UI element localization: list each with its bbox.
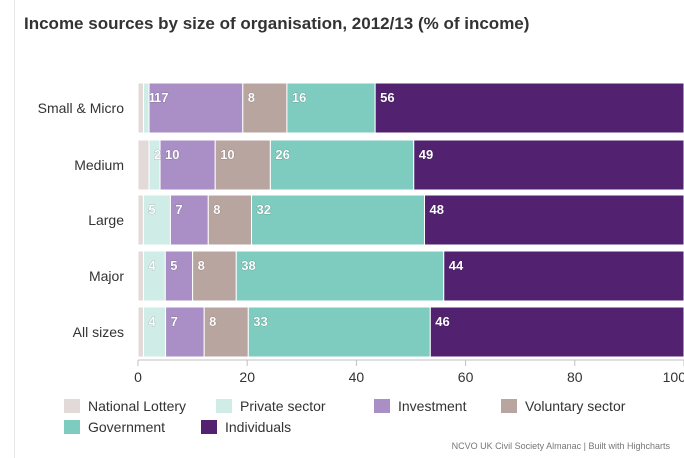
category-label: Medium [74, 157, 124, 173]
category-label: All sizes [73, 324, 124, 340]
data-label: 56 [380, 90, 394, 105]
bar-segment[interactable] [192, 250, 237, 302]
legend-label: Voluntary sector [525, 398, 626, 414]
chart-title: Income sources by size of organisation, … [24, 14, 530, 33]
legend-item[interactable]: Individuals [201, 419, 291, 435]
chart-credits[interactable]: NCVO UK Civil Society Almanac | Built wi… [451, 441, 670, 451]
data-label: 49 [419, 147, 433, 162]
bar-segment[interactable] [247, 306, 431, 358]
legend-label: Individuals [225, 419, 292, 435]
legend-label: National Lottery [88, 398, 187, 414]
data-label: 17 [154, 90, 168, 105]
bar-segment[interactable] [207, 194, 253, 246]
bar-segment[interactable] [424, 194, 684, 246]
bar-segment[interactable] [242, 82, 288, 134]
data-label: 8 [248, 90, 255, 105]
legend-swatch [64, 399, 80, 413]
data-label: 32 [257, 202, 271, 217]
data-label: 7 [171, 314, 178, 329]
bar-segment[interactable] [137, 82, 145, 134]
legend-swatch [374, 399, 390, 413]
x-tick-label: 20 [239, 369, 255, 385]
data-label: 8 [209, 314, 216, 329]
data-label: 1 [149, 90, 156, 105]
legend-label: Private sector [240, 398, 326, 414]
bar-segment[interactable] [137, 194, 144, 246]
legend-swatch [201, 420, 217, 434]
bar-segment[interactable] [443, 250, 684, 302]
data-label: 33 [253, 314, 267, 329]
legend-item[interactable]: Investment [374, 398, 466, 414]
bar-segment[interactable] [413, 139, 684, 191]
legend-label: Government [88, 419, 166, 435]
bar-segment[interactable] [203, 306, 249, 358]
bar-segment[interactable] [159, 139, 216, 191]
data-label: 26 [275, 147, 289, 162]
bar-segment[interactable] [137, 306, 145, 358]
category-label: Large [88, 212, 124, 228]
bar-segment[interactable] [429, 306, 684, 358]
data-label: 10 [165, 147, 179, 162]
data-label: 7 [175, 202, 182, 217]
legend-swatch [501, 399, 517, 413]
bar-segment[interactable] [214, 139, 271, 191]
data-label: 5 [170, 258, 177, 273]
legend-swatch [64, 420, 80, 434]
data-label: 8 [213, 202, 220, 217]
legend-item[interactable]: Government [64, 419, 165, 435]
x-tick-label: 60 [458, 369, 474, 385]
bar-segment[interactable] [374, 82, 684, 134]
data-label: 4 [149, 314, 157, 329]
category-label: Major [89, 268, 124, 284]
bar-segment[interactable] [269, 139, 415, 191]
legend-item[interactable]: Private sector [216, 398, 326, 414]
legend-item[interactable]: National Lottery [64, 398, 186, 414]
bar-segment[interactable] [235, 250, 445, 302]
x-tick-label: 80 [567, 369, 583, 385]
bar-segment[interactable] [137, 139, 150, 191]
data-label: 10 [220, 147, 234, 162]
x-tick-label: 0 [134, 369, 142, 385]
bar-segment[interactable] [251, 194, 426, 246]
bar-segment[interactable] [165, 306, 205, 358]
data-label: 38 [241, 258, 255, 273]
bar-segment[interactable] [137, 250, 144, 302]
data-label: 16 [292, 90, 306, 105]
x-tick-label: 40 [349, 369, 365, 385]
legend-label: Investment [398, 398, 467, 414]
category-label: Small & Micro [38, 100, 125, 116]
data-label: 44 [449, 258, 464, 273]
data-label: 46 [435, 314, 449, 329]
chart-plot: 0 20 40 60 80 100 Small & Micro 117 8 16 56 Medium… [38, 82, 684, 385]
x-tick-label: 100 [663, 369, 684, 385]
bar-segment[interactable] [286, 82, 376, 134]
data-label: 5 [148, 202, 155, 217]
legend-swatch [216, 399, 232, 413]
data-label: 2 [154, 147, 161, 162]
data-label: 4 [148, 258, 156, 273]
data-label: 48 [430, 202, 444, 217]
data-label: 8 [198, 258, 205, 273]
legend-item[interactable]: Voluntary sector [501, 398, 625, 414]
